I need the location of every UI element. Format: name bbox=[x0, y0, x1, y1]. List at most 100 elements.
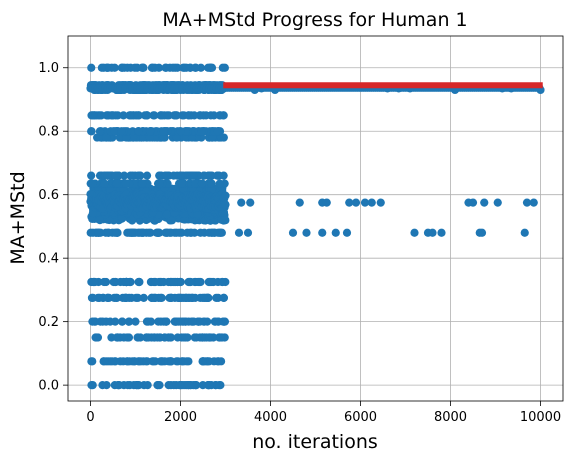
scatter-point bbox=[161, 171, 171, 180]
scatter-point bbox=[206, 277, 215, 287]
scatter-point bbox=[322, 198, 331, 207]
scatter-point bbox=[120, 63, 129, 72]
scatter-point bbox=[217, 277, 227, 287]
scatter-point bbox=[155, 171, 164, 180]
scatter-point bbox=[246, 198, 255, 207]
scatter-point bbox=[522, 198, 532, 207]
scatter-point bbox=[111, 171, 120, 180]
y-tick-label: 0.6 bbox=[38, 188, 59, 203]
scatter-point bbox=[342, 228, 352, 237]
scatter-point bbox=[100, 179, 109, 188]
scatter-point bbox=[167, 357, 176, 366]
scatter-point bbox=[215, 111, 224, 120]
scatter-point bbox=[468, 198, 478, 207]
scatter-point bbox=[112, 179, 121, 188]
scatter-point bbox=[480, 198, 489, 207]
scatter-point bbox=[130, 63, 140, 72]
scatter-point bbox=[121, 277, 130, 287]
scatter-point bbox=[167, 293, 176, 302]
scatter-point bbox=[119, 111, 128, 120]
scatter-point bbox=[138, 179, 147, 188]
scatter-point bbox=[103, 293, 112, 302]
scatter-point bbox=[166, 333, 176, 342]
scatter-point bbox=[147, 63, 157, 72]
scatter-point bbox=[123, 357, 132, 366]
scatter-point bbox=[221, 200, 230, 209]
scatter-point bbox=[206, 179, 216, 188]
scatter-point bbox=[360, 198, 370, 207]
scatter-point bbox=[520, 228, 529, 237]
scatter-point bbox=[203, 317, 212, 326]
scatter-point bbox=[110, 127, 119, 136]
y-tick-label: 0.2 bbox=[38, 315, 59, 330]
scatter-point bbox=[477, 228, 487, 237]
scatter-point bbox=[97, 63, 106, 72]
scatter-point bbox=[345, 198, 354, 207]
scatter-point bbox=[331, 228, 340, 237]
scatter-point bbox=[165, 228, 174, 237]
scatter-point bbox=[154, 317, 163, 326]
scatter-point bbox=[103, 171, 112, 180]
scatter-point bbox=[201, 111, 211, 120]
scatter-point bbox=[376, 198, 385, 207]
scatter-point bbox=[176, 127, 185, 136]
x-tick-label: 8000 bbox=[434, 410, 467, 425]
scatter-point bbox=[192, 333, 201, 342]
scatter-point bbox=[191, 63, 200, 72]
scatter-point bbox=[121, 293, 130, 302]
scatter-point bbox=[529, 198, 538, 207]
scatter-point bbox=[133, 333, 142, 342]
scatter-point bbox=[109, 277, 118, 287]
scatter-point bbox=[177, 179, 187, 188]
scatter-point bbox=[90, 277, 99, 287]
scatter-point bbox=[130, 357, 139, 366]
scatter-point bbox=[169, 277, 178, 287]
scatter-point bbox=[164, 381, 173, 390]
scatter-point bbox=[176, 317, 185, 326]
scatter-point bbox=[218, 63, 227, 72]
scatter-point bbox=[210, 228, 219, 237]
scatter-point bbox=[110, 63, 119, 72]
plot-frame bbox=[67, 35, 564, 402]
scatter-point bbox=[212, 293, 221, 302]
x-tick-label: 2000 bbox=[164, 410, 197, 425]
scatter-point bbox=[410, 228, 419, 237]
scatter-layer bbox=[86, 63, 545, 390]
scatter-point bbox=[428, 228, 437, 237]
scatter-point bbox=[159, 133, 168, 142]
scatter-point bbox=[190, 179, 200, 188]
scatter-point bbox=[97, 111, 106, 120]
scatter-point bbox=[206, 171, 215, 180]
scatter-point bbox=[195, 277, 204, 287]
scatter-point bbox=[216, 333, 226, 342]
scatter-point bbox=[205, 333, 214, 342]
scatter-point bbox=[117, 127, 126, 136]
scatter-point bbox=[243, 228, 253, 237]
scatter-point bbox=[99, 357, 108, 366]
scatter-point bbox=[86, 228, 95, 237]
scatter-point bbox=[134, 111, 143, 120]
scatter-point bbox=[156, 111, 165, 120]
scatter-point bbox=[102, 133, 111, 142]
scatter-point bbox=[493, 198, 502, 207]
scatter-point bbox=[120, 171, 129, 180]
scatter-point bbox=[184, 381, 193, 390]
scatter-point bbox=[95, 216, 105, 225]
scatter-point bbox=[155, 179, 164, 188]
scatter-point bbox=[149, 293, 158, 302]
scatter-point bbox=[183, 333, 192, 342]
scatter-point bbox=[159, 277, 168, 287]
scatter-point bbox=[204, 63, 213, 72]
scatter-point bbox=[176, 277, 185, 287]
scatter-point bbox=[134, 127, 143, 136]
scatter-point bbox=[188, 293, 197, 302]
scatter-point bbox=[182, 133, 191, 142]
y-tick-label: 1.0 bbox=[38, 61, 59, 76]
scatter-point bbox=[215, 179, 224, 188]
chart-title: MA+MStd Progress for Human 1 bbox=[162, 9, 467, 31]
scatter-point bbox=[114, 381, 123, 390]
scatter-point bbox=[142, 171, 152, 180]
scatter-point bbox=[295, 198, 304, 207]
